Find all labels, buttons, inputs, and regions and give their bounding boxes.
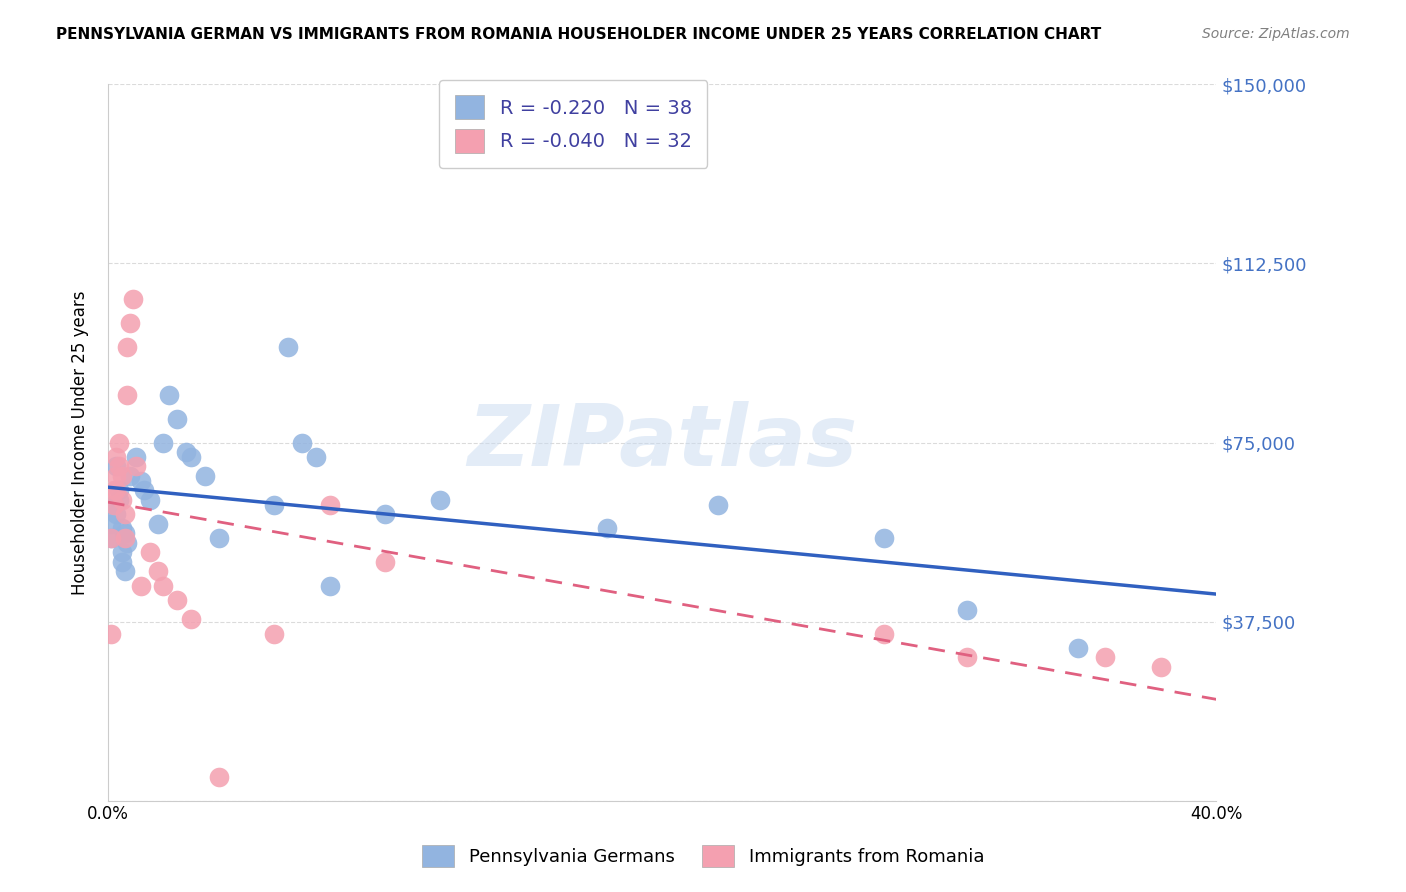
Point <box>291 435 314 450</box>
Y-axis label: Householder Income Under 25 years: Householder Income Under 25 years <box>72 290 89 595</box>
Point <box>117 340 139 354</box>
Point <box>374 555 396 569</box>
Point <box>138 492 160 507</box>
Point <box>105 507 128 521</box>
Point <box>108 483 131 498</box>
Point <box>114 526 136 541</box>
Point <box>208 770 231 784</box>
Point <box>180 450 202 464</box>
Point <box>129 474 152 488</box>
Point <box>114 531 136 545</box>
Point <box>120 469 142 483</box>
Point <box>114 507 136 521</box>
Point <box>111 545 134 559</box>
Point <box>263 626 285 640</box>
Legend: Pennsylvania Germans, Immigrants from Romania: Pennsylvania Germans, Immigrants from Ro… <box>415 838 991 874</box>
Point <box>111 555 134 569</box>
Point <box>374 507 396 521</box>
Point <box>956 602 979 616</box>
Point <box>166 593 188 607</box>
Point <box>208 531 231 545</box>
Point <box>105 459 128 474</box>
Legend: R = -0.220   N = 38, R = -0.040   N = 32: R = -0.220 N = 38, R = -0.040 N = 32 <box>440 80 707 168</box>
Point <box>174 445 197 459</box>
Point <box>108 492 131 507</box>
Point <box>122 293 145 307</box>
Point <box>180 612 202 626</box>
Point <box>125 459 148 474</box>
Point <box>138 545 160 559</box>
Point <box>146 565 169 579</box>
Point <box>1067 640 1090 655</box>
Point <box>596 521 619 535</box>
Point <box>103 498 125 512</box>
Point <box>1094 650 1116 665</box>
Point <box>111 492 134 507</box>
Text: ZIPatlas: ZIPatlas <box>467 401 858 484</box>
Point <box>117 536 139 550</box>
Point <box>100 516 122 531</box>
Point <box>194 469 217 483</box>
Point <box>305 450 328 464</box>
Point <box>129 579 152 593</box>
Point <box>318 498 340 512</box>
Point <box>111 469 134 483</box>
Point <box>263 498 285 512</box>
Point <box>117 388 139 402</box>
Text: PENNSYLVANIA GERMAN VS IMMIGRANTS FROM ROMANIA HOUSEHOLDER INCOME UNDER 25 YEARS: PENNSYLVANIA GERMAN VS IMMIGRANTS FROM R… <box>56 27 1101 42</box>
Point <box>706 498 728 512</box>
Point <box>166 411 188 425</box>
Point <box>132 483 155 498</box>
Point <box>103 483 125 498</box>
Point <box>956 650 979 665</box>
Point <box>100 531 122 545</box>
Point <box>873 531 896 545</box>
Point <box>152 579 174 593</box>
Point <box>1150 660 1173 674</box>
Point <box>152 435 174 450</box>
Point <box>120 316 142 330</box>
Point <box>108 435 131 450</box>
Point <box>111 521 134 535</box>
Point <box>277 340 299 354</box>
Point <box>100 626 122 640</box>
Point <box>105 450 128 464</box>
Point <box>105 469 128 483</box>
Point <box>105 483 128 498</box>
Point <box>157 388 180 402</box>
Point <box>100 531 122 545</box>
Point <box>146 516 169 531</box>
Point <box>108 459 131 474</box>
Point <box>873 626 896 640</box>
Point <box>429 492 451 507</box>
Point <box>103 498 125 512</box>
Text: Source: ZipAtlas.com: Source: ZipAtlas.com <box>1202 27 1350 41</box>
Point <box>318 579 340 593</box>
Point <box>125 450 148 464</box>
Point <box>114 565 136 579</box>
